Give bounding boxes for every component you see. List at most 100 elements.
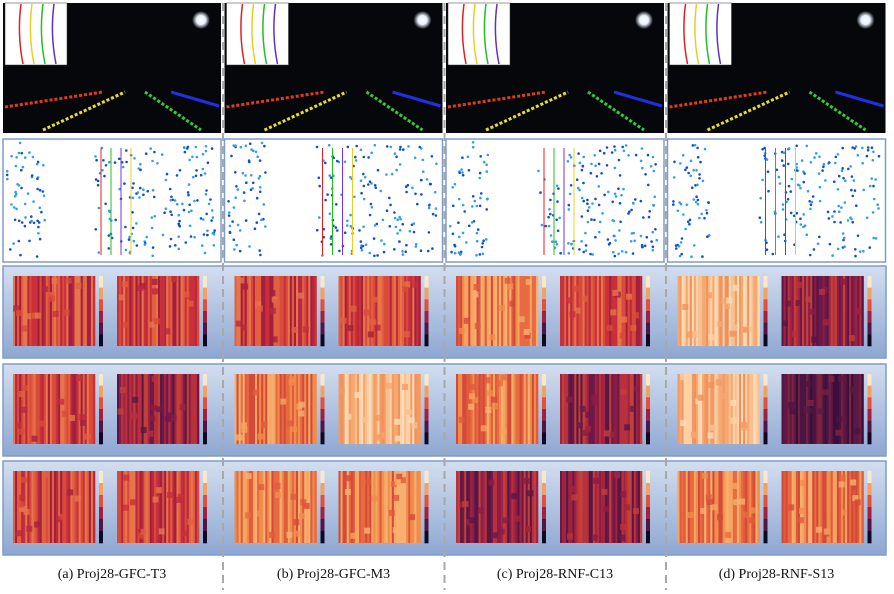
point — [654, 163, 657, 166]
colorbar — [203, 299, 207, 312]
point — [705, 209, 708, 212]
point — [852, 179, 856, 182]
lane-blue — [392, 90, 441, 108]
point — [182, 208, 186, 212]
point — [405, 243, 408, 247]
point — [485, 163, 488, 166]
colorbar — [320, 385, 325, 398]
point — [369, 202, 373, 206]
point — [345, 224, 349, 227]
colorbar — [424, 397, 429, 410]
heatmap-stripe — [168, 471, 171, 543]
heatmap-stripe — [838, 276, 842, 346]
heatmap-stripe — [633, 276, 637, 346]
point — [692, 168, 695, 172]
point — [318, 216, 321, 219]
heatmap-stripe — [743, 276, 746, 346]
point — [393, 248, 396, 251]
point — [37, 232, 40, 235]
point — [639, 159, 643, 163]
point — [806, 189, 810, 193]
colorbar — [867, 420, 872, 433]
heatmap-stripe — [78, 276, 81, 346]
point — [651, 230, 654, 234]
point — [175, 174, 179, 177]
heatmap-stripe — [601, 374, 604, 444]
point — [422, 170, 425, 173]
heatmap-stripe — [168, 374, 171, 444]
point — [818, 235, 821, 239]
point — [555, 242, 559, 246]
heatmap-stripe — [596, 276, 600, 346]
heatmap-stripe — [418, 276, 421, 346]
heatmap-patch — [364, 527, 371, 534]
heatmap-patch — [344, 475, 351, 482]
heatmap-patch — [799, 507, 805, 514]
heatmap-patch — [402, 383, 409, 390]
point — [582, 181, 585, 185]
heatmap-stripe — [127, 276, 130, 346]
point — [203, 251, 207, 255]
heatmap-patch — [236, 434, 243, 441]
lane-yellow — [485, 90, 569, 132]
heatmap-stripe — [820, 471, 823, 543]
heatmap-stripe — [348, 374, 352, 444]
heatmap-patch — [726, 297, 733, 304]
point — [411, 186, 414, 190]
heatmap-stripe — [484, 276, 488, 346]
heatmap-stripe — [29, 471, 32, 543]
heatmap-patch — [15, 530, 22, 537]
heatmap-stripe — [753, 276, 756, 346]
point — [393, 211, 396, 214]
colorbar — [99, 483, 103, 496]
point — [861, 161, 864, 165]
lane-curve — [694, 3, 700, 65]
heatmap-stripe — [296, 276, 299, 346]
heatmap-stripe — [521, 374, 524, 444]
point — [854, 254, 857, 258]
heatmap-stripe — [843, 374, 846, 444]
point — [853, 147, 856, 150]
point — [26, 192, 30, 195]
point — [686, 220, 690, 223]
heatmap-patch — [52, 311, 59, 317]
point — [602, 151, 606, 155]
heatmap-stripe — [293, 276, 297, 346]
heatmap-patch — [706, 499, 713, 505]
point — [362, 197, 366, 201]
heatmap-patch — [303, 502, 310, 509]
point — [850, 188, 853, 192]
point — [651, 245, 655, 249]
point — [703, 216, 706, 220]
heatmap-stripe — [72, 471, 75, 543]
colorbar — [424, 420, 429, 433]
point — [399, 145, 402, 149]
point — [856, 154, 860, 157]
colorbar — [763, 276, 768, 288]
colorbar — [646, 299, 650, 312]
point — [475, 231, 479, 235]
heatmap-stripe — [155, 276, 159, 346]
point — [781, 203, 785, 206]
heatmap-stripe — [418, 471, 421, 543]
colorbar — [646, 385, 650, 398]
heatmap-stripe — [391, 374, 395, 444]
heatmap-patch — [21, 476, 27, 483]
heatmap-stripe — [310, 374, 313, 444]
heatmap-stripe — [410, 374, 413, 444]
point — [647, 183, 650, 187]
point — [698, 173, 701, 176]
point — [321, 254, 324, 257]
point — [242, 191, 246, 194]
point — [544, 224, 548, 228]
colorbar — [99, 385, 103, 398]
heatmap-stripe — [135, 374, 138, 444]
heatmap-patch — [620, 491, 627, 498]
heatmap-stripe — [598, 374, 602, 444]
heatmap-patch — [725, 531, 732, 538]
heatmap-stripe — [710, 374, 713, 444]
point — [121, 165, 125, 169]
heatmap-stripe — [387, 374, 391, 444]
heatmap-patch — [523, 329, 530, 335]
heatmap-stripe — [338, 276, 341, 346]
